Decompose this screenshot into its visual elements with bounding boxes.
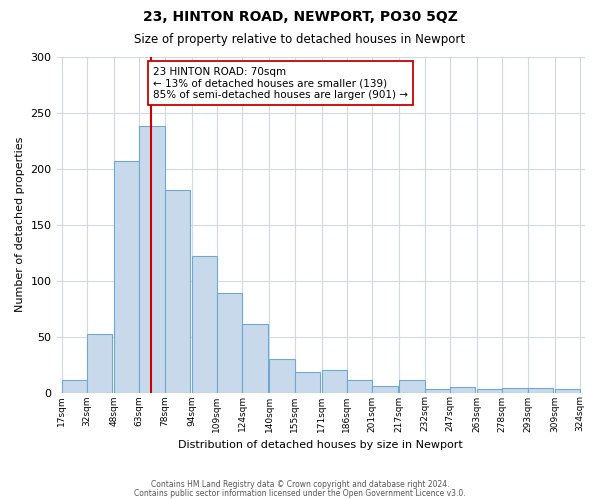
Bar — [322, 370, 347, 392]
Bar — [62, 380, 87, 392]
Bar — [217, 293, 242, 392]
Bar — [164, 190, 190, 392]
Bar — [502, 388, 527, 392]
Text: Contains public sector information licensed under the Open Government Licence v3: Contains public sector information licen… — [134, 488, 466, 498]
Y-axis label: Number of detached properties: Number of detached properties — [15, 137, 25, 312]
Bar — [191, 256, 217, 392]
Bar — [527, 388, 553, 392]
X-axis label: Distribution of detached houses by size in Newport: Distribution of detached houses by size … — [178, 440, 463, 450]
Text: 23 HINTON ROAD: 70sqm
← 13% of detached houses are smaller (139)
85% of semi-det: 23 HINTON ROAD: 70sqm ← 13% of detached … — [153, 66, 408, 100]
Bar — [295, 372, 320, 392]
Bar — [347, 380, 372, 392]
Text: Contains HM Land Registry data © Crown copyright and database right 2024.: Contains HM Land Registry data © Crown c… — [151, 480, 449, 489]
Text: Size of property relative to detached houses in Newport: Size of property relative to detached ho… — [134, 32, 466, 46]
Bar — [425, 389, 450, 392]
Bar — [399, 380, 425, 392]
Text: 23, HINTON ROAD, NEWPORT, PO30 5QZ: 23, HINTON ROAD, NEWPORT, PO30 5QZ — [143, 10, 457, 24]
Bar — [450, 387, 475, 392]
Bar — [477, 389, 502, 392]
Bar — [114, 160, 139, 392]
Bar — [372, 386, 398, 392]
Bar — [87, 334, 112, 392]
Bar — [554, 389, 580, 392]
Bar — [242, 324, 268, 392]
Bar — [269, 359, 295, 392]
Bar — [139, 126, 164, 392]
